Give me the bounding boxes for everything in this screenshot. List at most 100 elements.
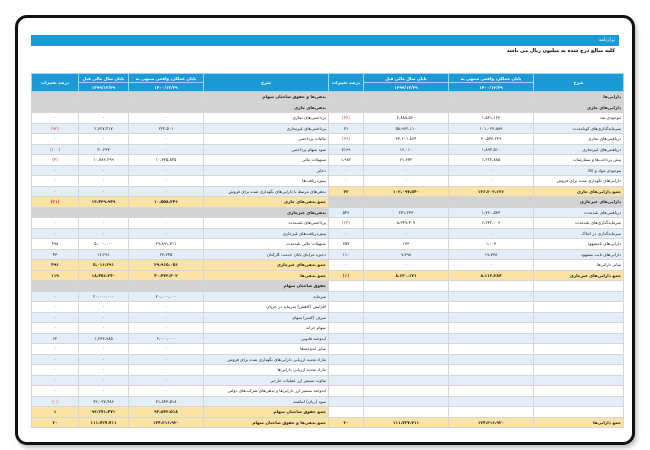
cell-value xyxy=(448,364,534,376)
cell-value: ۲۲۲،۵۰۱ xyxy=(128,122,204,134)
cell-value: (۴۷) xyxy=(328,112,364,124)
cell-value: (۴) xyxy=(31,154,79,166)
cell-value: ۱۶،۰۱۰ xyxy=(363,143,449,155)
row-label xyxy=(533,311,624,323)
cell-value: ۲،۸۸۸،۵۶۰ xyxy=(363,112,449,124)
cell-value xyxy=(448,332,534,344)
cell-value: ۰ xyxy=(363,175,449,187)
cell-value: ۰ xyxy=(78,343,129,355)
row-label: سود (زیان) انباشته xyxy=(203,395,329,407)
cell-value: ۰ xyxy=(78,374,129,386)
table-row: اندوخته قانونی ۲،۰۰۰،۰۰۰ ۱،۲۳۳،۹۸۵ ۶۲ xyxy=(31,332,624,344)
cell-value: ۲۲ xyxy=(328,185,364,197)
cell-value: ۰ xyxy=(78,164,129,176)
cell-value: ۰ xyxy=(128,301,204,313)
cell-value xyxy=(363,311,449,323)
cell-value: ۷۱ xyxy=(328,122,364,134)
row-label: دارایی‌های جاری xyxy=(533,101,624,113)
cell-value: ۱۳،۴۳۹،۹۴۹ xyxy=(78,196,129,208)
cell-value xyxy=(328,332,364,344)
cell-value xyxy=(328,301,364,313)
cell-value: ۲۰،۰۰۰،۰۰۰ xyxy=(78,290,129,302)
table-row: دارایی‌ها بدهی‌ها و حقوق صاحبان سهام xyxy=(31,91,624,103)
cell-value xyxy=(363,301,449,313)
row-label: دارایی‌های ثابت مشهود xyxy=(533,248,624,260)
table-row: سرمایه‌گذاری در املاک ۰ ۰ ۰ پیش‌دریافت‌های غ… xyxy=(31,227,624,239)
cell-value: ۳۰،۲۳۳ xyxy=(78,143,129,155)
cell-value: ۳۳،۶۰۱،۸۶۴ xyxy=(363,133,449,145)
cell-value: ۰ xyxy=(78,217,129,229)
cell-value: ۰ xyxy=(128,311,204,323)
cell-value: ۶۲ xyxy=(31,332,79,344)
table-row: مازاد تجدید ارزیابی دارایی‌های نگهداری ش… xyxy=(31,353,624,365)
table-row: جمع دارایی‌های جاری ۱۲۶،۲۰۳،۶۳۶ ۱۰۳،۰۹۷،۵۴… xyxy=(31,185,624,197)
cell-value xyxy=(78,91,129,103)
table-row: سهام خزانه ۰ ۰ ۰ xyxy=(31,322,624,334)
cell-value: ۰ xyxy=(448,259,534,271)
report-card: ترازنامه کلیه مبالغ درج شده به میلیون ری… xyxy=(15,15,635,445)
cell-value: ۰ xyxy=(31,133,79,145)
cell-value: ۷۱۶۹ xyxy=(328,143,364,155)
cell-value: ۱۸،۴۵۶،۲۴۰ xyxy=(78,269,129,281)
cell-value: ۰ xyxy=(128,175,204,187)
cell-value: ۰ xyxy=(128,374,204,386)
cell-value: ۶۱،۶۷۲ xyxy=(363,154,449,166)
cell-value: ۵۴۹ xyxy=(328,206,364,218)
cell-value: ۰ xyxy=(448,227,534,239)
row-label: بدهی‌های جاری xyxy=(203,101,329,113)
cell-value xyxy=(328,343,364,355)
row-label xyxy=(533,332,624,344)
table-row: موجودی نقد ۱،۵۳۱،۱۲۳ ۲،۸۸۸،۵۶۰ (۴۷) پرداختنی… xyxy=(31,112,624,124)
cell-value: ۶۵۷ xyxy=(328,238,364,250)
cell-value xyxy=(448,353,534,365)
cell-value: ۰ xyxy=(448,175,534,187)
cell-value xyxy=(128,101,204,113)
row-label: جمع دارایی‌ها xyxy=(533,416,624,428)
row-label: جمع بدهی‌های جاری xyxy=(203,196,329,208)
cell-value xyxy=(328,385,364,397)
column-header: شرح xyxy=(533,73,624,92)
cell-value xyxy=(448,101,534,113)
row-label: افزایش (کاهش) سرمایه در جریان xyxy=(203,301,329,313)
cell-value: ۰ xyxy=(128,322,204,334)
row-label: مازاد تجدید ارزیابی دارایی‌ها xyxy=(203,364,329,376)
cell-value: ۵۸،۹۶۲،۱۱۰ xyxy=(363,122,449,134)
row-label: تسهیلات مالی بلندمدت xyxy=(203,238,329,250)
cell-value: ۱۰۱،۰۲۳،۸۸۹ xyxy=(448,122,534,134)
table-row: دریافتنی‌های غیرتجاری ۱،۸۹۲،۵۱۰ ۱۶،۰۱۰ ۷۱۶۹… xyxy=(31,143,624,155)
cell-value xyxy=(328,311,364,323)
cell-value xyxy=(328,196,364,208)
cell-value xyxy=(363,332,449,344)
row-label: سهام خزانه xyxy=(203,322,329,334)
cell-value xyxy=(328,395,364,407)
cell-value xyxy=(448,343,534,355)
row-label xyxy=(533,395,624,407)
cell-value xyxy=(328,406,364,418)
cell-value: ۱،۹۸۲ xyxy=(328,154,364,166)
cell-value xyxy=(448,374,534,386)
cell-value: ۱۱۰ xyxy=(328,248,364,260)
cell-value: ۰ xyxy=(78,227,129,239)
cell-value: ۸،۱۱۳،۲۸۴ xyxy=(448,269,534,281)
row-label: سود سهام پرداختنی xyxy=(203,143,329,155)
cell-value: (۲۱) xyxy=(31,196,79,208)
cell-value xyxy=(328,353,364,365)
table-row: پیش پرداخت‌ها و سفارشات ۱،۲۲۲،۸۸۵ ۶۱،۶۷۲ ۱،… xyxy=(31,154,624,166)
row-label: بدهی‌های غیرجاری xyxy=(203,206,329,218)
table-row: دارایی‌های جاری بدهی‌های جاری xyxy=(31,101,624,113)
cell-value xyxy=(363,385,449,397)
row-label: جمع حقوق صاحبان سهام xyxy=(203,406,329,418)
table-row: دریافتنی‌های تجاری ۲۰،۵۳۳،۲۲۹ ۳۳،۶۰۱،۸۶۴ (۳… xyxy=(31,133,624,145)
cell-value: ۷۲،۰۳۷،۴۸۶ xyxy=(78,395,129,407)
cell-value: ۱،۰۰۷ xyxy=(448,238,534,250)
row-label: اندوخته قانونی xyxy=(203,332,329,344)
cell-value: ۰ xyxy=(328,259,364,271)
cell-value: ۰ xyxy=(128,112,204,124)
cell-value: ۰ xyxy=(78,112,129,124)
cell-value: ۰ xyxy=(31,217,79,229)
cell-value xyxy=(363,353,449,365)
row-label xyxy=(533,280,624,292)
cell-value: ۷۱،۸۴۳،۵۱۸ xyxy=(128,395,204,407)
row-label: پیش پرداخت‌ها و سفارشات xyxy=(533,154,624,166)
